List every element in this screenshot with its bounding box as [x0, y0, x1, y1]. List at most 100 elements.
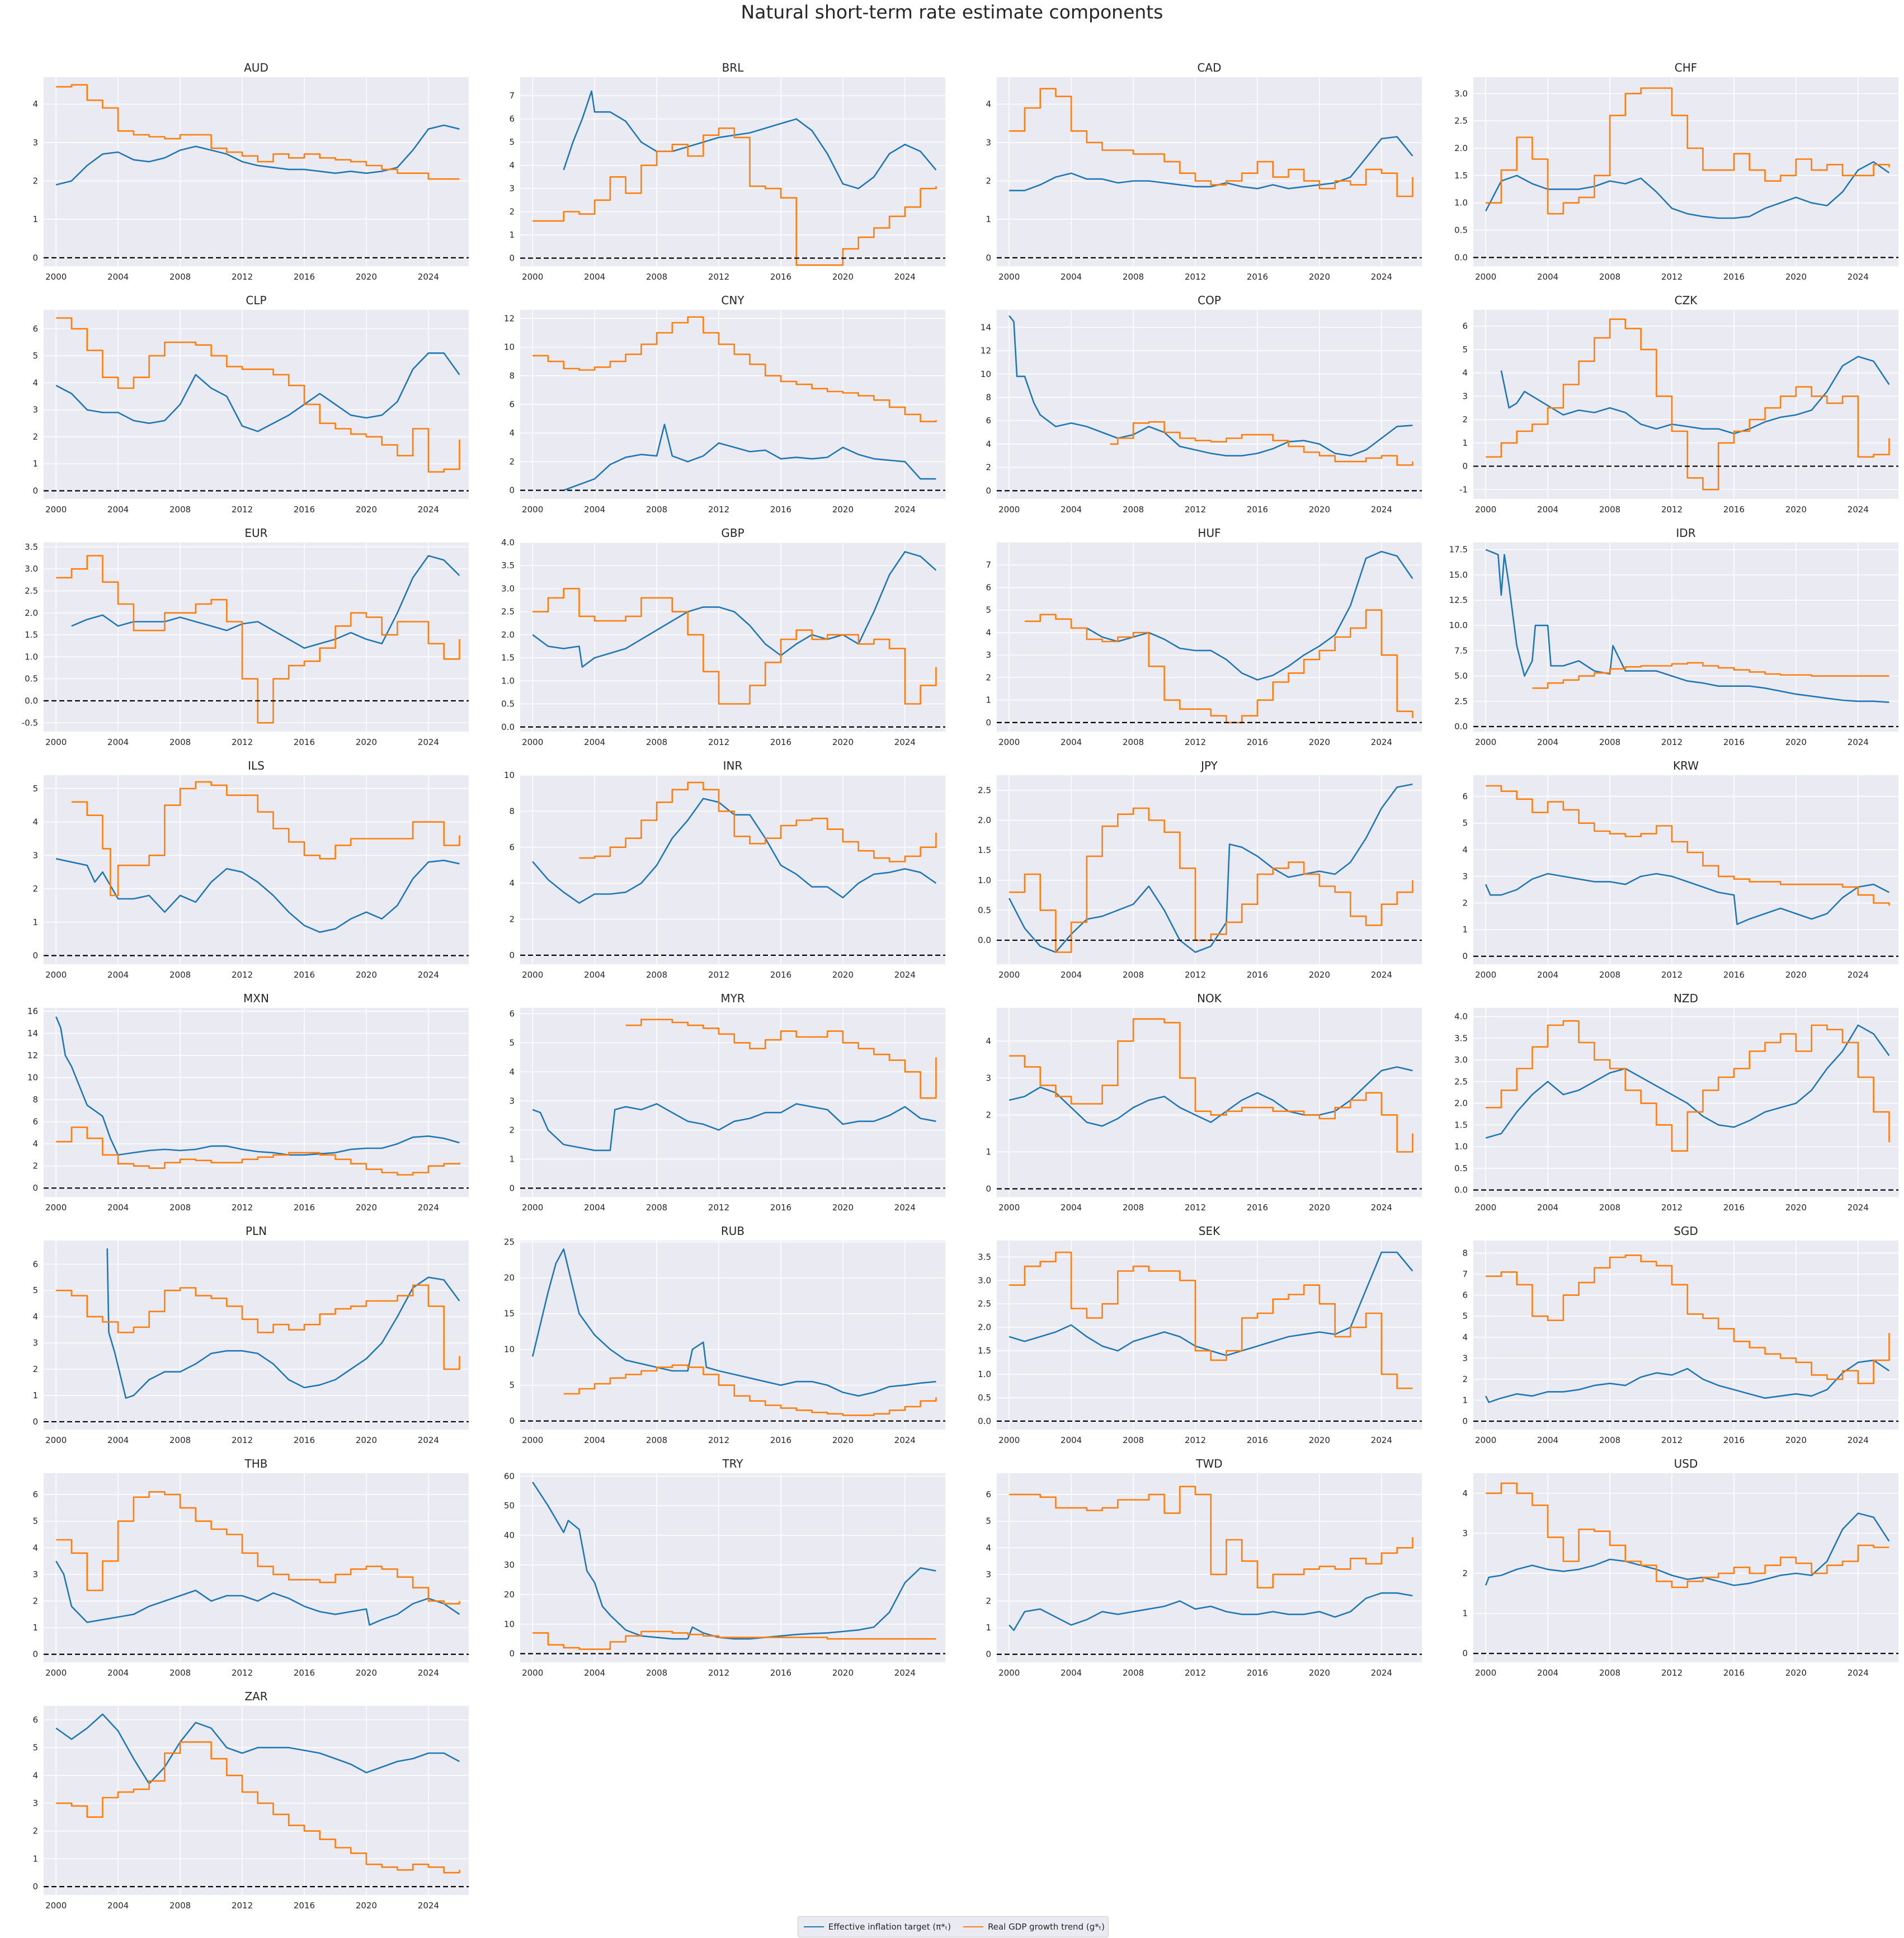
- x-tick-label: 2004: [1061, 737, 1082, 747]
- x-tick-label: 2012: [1185, 1203, 1206, 1213]
- x-tick-label: 2012: [232, 1203, 253, 1213]
- y-tick-label: 2: [1462, 1374, 1468, 1384]
- x-tick-label: 2020: [1785, 737, 1807, 747]
- y-tick-label: -1: [1459, 484, 1468, 494]
- x-tick-label: 2008: [1123, 970, 1144, 980]
- x-tick-label: 2016: [1723, 272, 1745, 282]
- x-tick-label: 2000: [522, 1435, 543, 1445]
- x-tick-label: 2000: [45, 1203, 67, 1213]
- y-tick-label: 2: [1462, 898, 1468, 908]
- y-tick-label: 40: [504, 1530, 515, 1540]
- x-tick-label: 2012: [1185, 737, 1206, 747]
- y-tick-label: 1.0: [25, 652, 38, 662]
- series-line-inflation-target: [531, 1248, 936, 1397]
- plot-area: [520, 543, 945, 732]
- x-tick-label: 2020: [1785, 504, 1807, 515]
- y-tick-label: 1: [986, 1623, 991, 1633]
- y-tick-label: 3.5: [501, 560, 515, 570]
- plot-area: [1473, 775, 1898, 964]
- y-tick-label: 1.5: [978, 1346, 991, 1356]
- x-tick-label: 2012: [1185, 970, 1206, 980]
- subplot-title: BRL: [722, 61, 744, 74]
- y-tick-label: 4: [986, 439, 991, 449]
- y-tick-label: 12: [504, 313, 515, 323]
- y-tick-label: 0: [986, 1649, 991, 1659]
- x-tick-label: 2016: [1247, 970, 1268, 980]
- x-tick-label: 2024: [1371, 504, 1392, 515]
- x-tick-label: 2012: [1661, 1203, 1683, 1213]
- plot-area: [44, 1008, 469, 1197]
- x-tick-label: 2000: [522, 1203, 543, 1213]
- series-line-inflation-target: [1008, 1066, 1413, 1127]
- y-tick-label: 0: [986, 718, 991, 728]
- y-tick-label: 4: [509, 1067, 515, 1077]
- x-tick-label: 2004: [584, 1435, 605, 1445]
- x-tick-label: 2000: [45, 1435, 67, 1445]
- y-tick-label: 0: [509, 1416, 515, 1426]
- x-tick-label: 2004: [1061, 1435, 1082, 1445]
- y-tick-label: 1: [32, 1390, 38, 1401]
- x-tick-label: 2000: [998, 1668, 1020, 1678]
- y-tick-label: 2.0: [978, 1322, 991, 1332]
- y-tick-label: 5: [509, 1380, 515, 1390]
- y-tick-label: 8: [509, 371, 515, 381]
- x-tick-label: 2000: [998, 1203, 1020, 1213]
- y-tick-label: 3: [509, 183, 515, 194]
- y-tick-label: 4: [986, 1543, 991, 1553]
- chart-twd: TWD 2000 2004 2008 2012 2016 2020 2024 0 1 2 3 4 5 6: [986, 1457, 1422, 1678]
- y-tick-label: 5: [32, 1516, 38, 1526]
- chart-inr: INR 2000 2004 2008 2012 2016 2020 2024 0 2 4 6 8 10: [504, 759, 945, 980]
- x-tick-label: 2000: [1475, 970, 1496, 980]
- y-tick-label: 0: [32, 950, 38, 960]
- x-tick-label: 2004: [1537, 737, 1558, 747]
- x-tick-label: 2024: [894, 504, 916, 515]
- x-tick-label: 2012: [1661, 737, 1683, 747]
- x-tick-label: 2020: [1785, 970, 1807, 980]
- x-tick-label: 2008: [1123, 1668, 1144, 1678]
- legend-item-inflation-target: Effective inflation target (π*ₜ): [804, 1922, 951, 1932]
- y-tick-label: 3: [1462, 391, 1468, 401]
- series-line-inflation-target: [55, 1016, 460, 1156]
- plot-area: [997, 1473, 1422, 1662]
- y-tick-label: 8: [986, 392, 991, 402]
- x-tick-label: 2020: [356, 1668, 377, 1678]
- x-tick-label: 2012: [1185, 1435, 1206, 1445]
- y-tick-label: 4: [509, 161, 515, 171]
- y-tick-label: 6: [1462, 791, 1468, 801]
- y-tick-label: 0.5: [978, 905, 991, 915]
- chart-eur: EUR 2000 2004 2008 2012 2016 2020 2024 -0.5 0.0 0.…: [22, 526, 469, 747]
- x-tick-label: 2020: [832, 272, 854, 282]
- y-tick-label: 0: [986, 485, 991, 496]
- x-tick-label: 2008: [646, 504, 667, 515]
- series-line-gdp-trend: [56, 84, 460, 180]
- series-line-inflation-target: [1009, 136, 1413, 192]
- subplot-title: TRY: [722, 1457, 743, 1470]
- x-tick-label: 2004: [1537, 970, 1558, 980]
- x-tick-label: 2016: [294, 1668, 315, 1678]
- plot-area: [1473, 1473, 1898, 1662]
- x-tick-label: 2020: [356, 1901, 377, 1911]
- x-tick-label: 2020: [832, 970, 854, 980]
- y-tick-label: 0.0: [978, 935, 991, 945]
- x-tick-label: 2004: [584, 1668, 605, 1678]
- y-tick-label: 16: [27, 1006, 38, 1016]
- x-tick-label: 2024: [1371, 970, 1392, 980]
- y-tick-label: 4: [32, 1543, 38, 1553]
- plot-area: [1473, 543, 1898, 732]
- x-tick-label: 2024: [1371, 1203, 1392, 1213]
- y-tick-label: 0: [1462, 461, 1468, 471]
- y-tick-label: 3: [986, 1073, 991, 1083]
- x-tick-label: 2012: [1661, 504, 1683, 515]
- y-tick-label: 20: [504, 1273, 515, 1283]
- x-tick-label: 2012: [232, 970, 253, 980]
- x-tick-label: 2008: [646, 1435, 667, 1445]
- y-tick-label: 12.5: [1449, 595, 1468, 605]
- x-tick-label: 2016: [294, 504, 315, 515]
- x-tick-label: 2008: [169, 272, 191, 282]
- y-tick-label: 1: [32, 1623, 38, 1633]
- y-tick-label: 3: [32, 1798, 38, 1808]
- y-tick-label: 6: [32, 1117, 38, 1127]
- x-tick-label: 2000: [45, 272, 67, 282]
- x-tick-label: 2012: [1185, 504, 1206, 515]
